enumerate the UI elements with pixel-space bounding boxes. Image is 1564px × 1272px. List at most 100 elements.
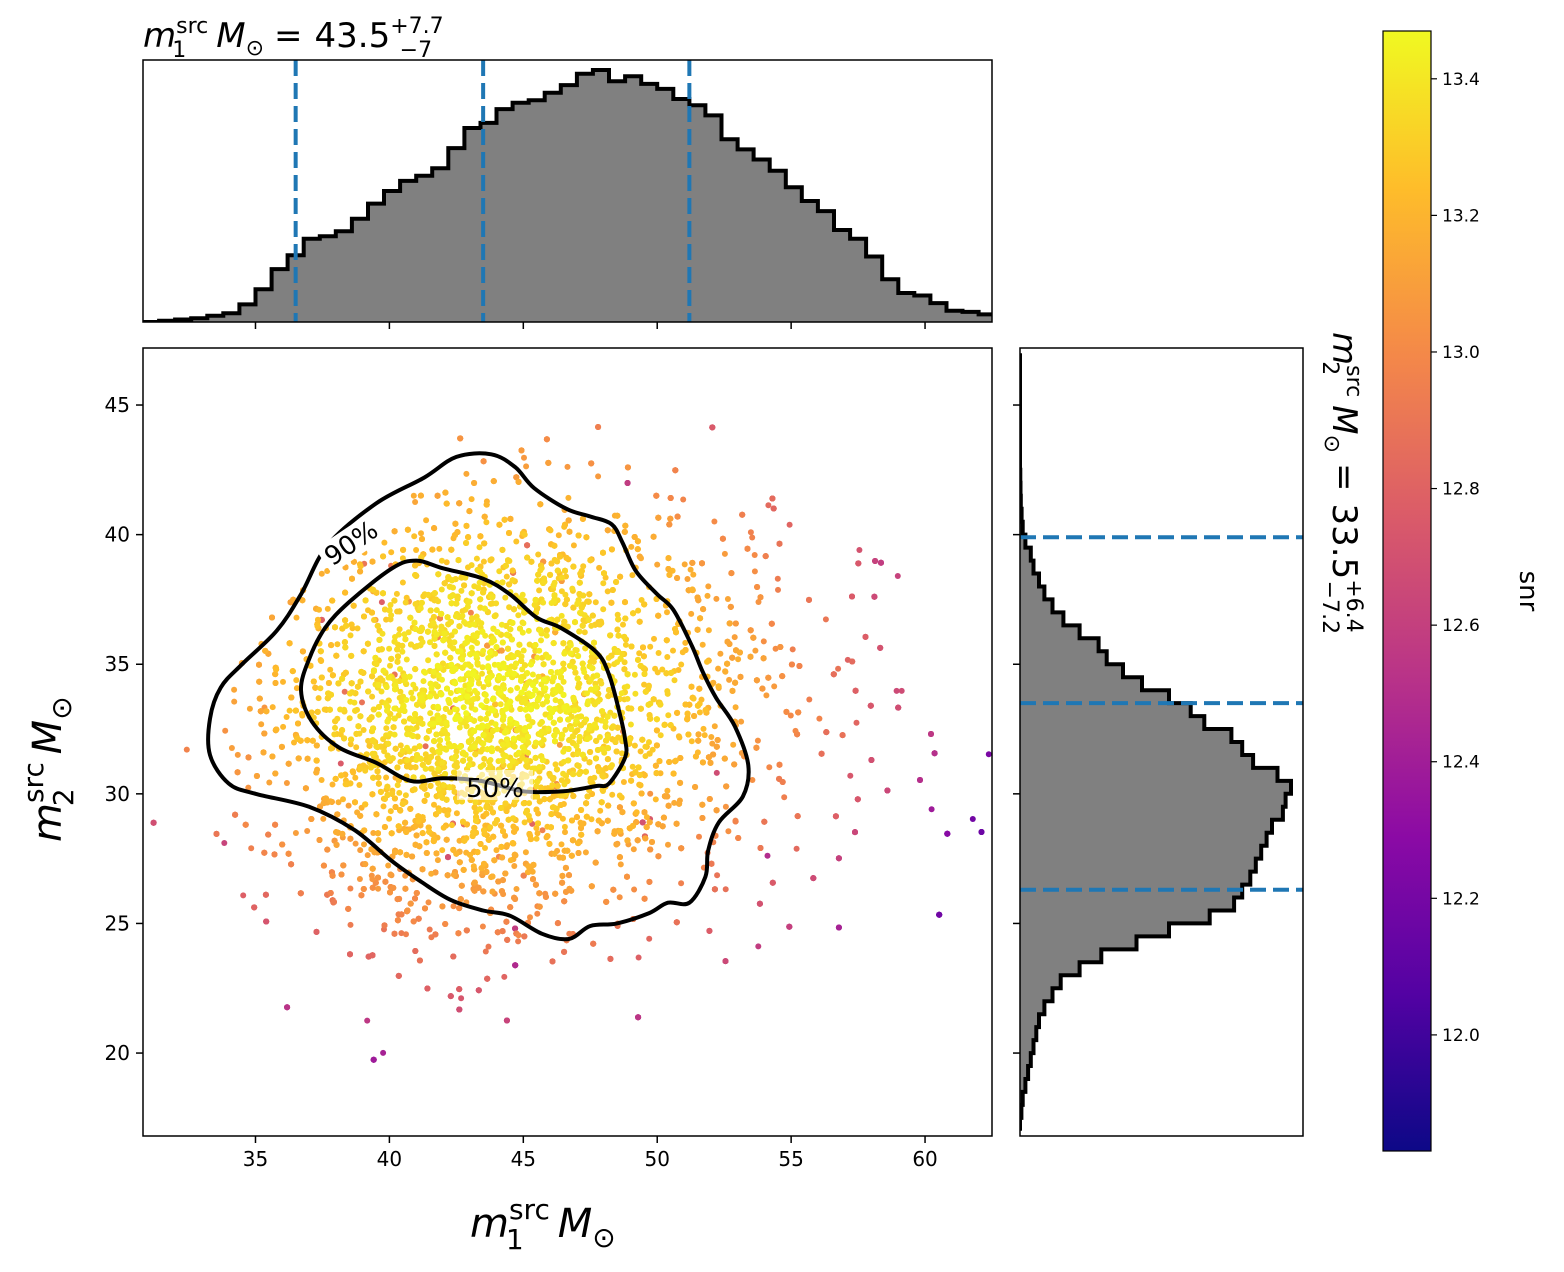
scatter-point xyxy=(682,701,689,708)
scatter-point xyxy=(422,905,428,912)
scatter-point xyxy=(539,827,546,834)
scatter-point xyxy=(458,995,465,1002)
scatter-point xyxy=(604,817,611,824)
scatter-point xyxy=(507,904,514,911)
scatter-point xyxy=(461,837,468,844)
scatter-point xyxy=(657,732,664,739)
scatter-point xyxy=(396,789,403,796)
scatter-point xyxy=(587,778,594,785)
scatter-point xyxy=(515,478,522,485)
scatter-point xyxy=(636,618,643,625)
scatter-point xyxy=(872,558,879,564)
scatter-point xyxy=(503,573,510,580)
scatter-point xyxy=(440,824,447,831)
scatter-point xyxy=(706,796,713,802)
scatter-point xyxy=(634,538,641,545)
scatter-point xyxy=(629,763,636,770)
scatter-point xyxy=(426,926,433,933)
scatter-point xyxy=(285,760,292,767)
scatter-point xyxy=(536,890,543,897)
scatter-point xyxy=(680,496,687,503)
scatter-point xyxy=(460,866,467,873)
scatter-point xyxy=(418,530,424,537)
scatter-point xyxy=(352,799,358,806)
scatter-point xyxy=(507,515,514,522)
scatter-point xyxy=(722,958,729,965)
scatter-point xyxy=(283,714,290,720)
scatter-point xyxy=(483,501,490,508)
scatter-point xyxy=(314,708,321,715)
scatter-point xyxy=(871,593,878,600)
scatter-point xyxy=(327,666,334,673)
scatter-point xyxy=(695,731,702,738)
scatter-point xyxy=(510,823,517,830)
scatter-point xyxy=(566,885,573,892)
scatter-point xyxy=(714,872,721,879)
scatter-point xyxy=(394,608,401,615)
scatter-point xyxy=(637,782,644,789)
scatter-point xyxy=(546,840,553,847)
scatter-point xyxy=(673,820,680,827)
scatter-point xyxy=(605,802,612,809)
scatter-point xyxy=(789,646,796,653)
scatter-point xyxy=(369,884,376,891)
scatter-point xyxy=(554,920,561,927)
scatter-point xyxy=(732,704,739,711)
scatter-point xyxy=(415,818,422,825)
scatter-point xyxy=(600,788,606,794)
scatter-point xyxy=(893,687,900,694)
scatter-point xyxy=(564,463,571,470)
scatter-point xyxy=(394,764,401,771)
scatter-point xyxy=(315,616,321,623)
scatter-point xyxy=(542,893,549,900)
scatter-point xyxy=(485,836,492,843)
scatter-point xyxy=(485,943,492,950)
scatter-point xyxy=(545,459,552,466)
scatter-point xyxy=(647,790,654,797)
scatter-point xyxy=(271,851,278,858)
scatter-point xyxy=(544,833,551,840)
scatter-point xyxy=(450,903,457,910)
scatter-point xyxy=(727,603,734,610)
scatter-point xyxy=(356,782,363,788)
scatter-point xyxy=(636,650,643,657)
scatter-point xyxy=(617,573,624,580)
scatter-point xyxy=(621,666,628,673)
scatter-point xyxy=(369,673,376,680)
scatter-point xyxy=(616,894,623,901)
scatter-point xyxy=(327,890,334,896)
scatter-point xyxy=(783,708,790,715)
scatter-point xyxy=(439,903,446,910)
scatter-point xyxy=(699,560,705,567)
scatter-point xyxy=(424,792,430,798)
scatter-point xyxy=(701,732,708,739)
scatter-point xyxy=(699,815,706,821)
scatter-point xyxy=(717,650,724,657)
scatter-point xyxy=(295,755,302,762)
scatter-point xyxy=(342,781,349,788)
scatter-point xyxy=(877,644,884,651)
scatter-point xyxy=(613,579,620,585)
scatter-point xyxy=(460,818,466,825)
scatter-point xyxy=(736,649,743,656)
scatter-point xyxy=(394,917,401,924)
top-title-value: 43.5 xyxy=(315,16,391,56)
scatter-point xyxy=(548,824,554,831)
scatter-point xyxy=(630,610,637,617)
scatter-point xyxy=(653,492,660,499)
scatter-point xyxy=(643,814,650,821)
scatter-point xyxy=(653,770,660,777)
scatter-point xyxy=(661,722,668,728)
scatter-point xyxy=(480,458,487,465)
scatter-point xyxy=(622,599,628,606)
scatter-point xyxy=(532,881,539,888)
scatter-point xyxy=(491,857,498,864)
scatter-point xyxy=(583,534,590,541)
scatter-point xyxy=(265,831,272,838)
scatter-point xyxy=(475,987,482,994)
scatter-point xyxy=(369,865,376,872)
scatter-point xyxy=(304,828,311,834)
scatter-point xyxy=(213,830,220,837)
scatter-point xyxy=(481,513,488,520)
scatter-point xyxy=(487,824,494,831)
